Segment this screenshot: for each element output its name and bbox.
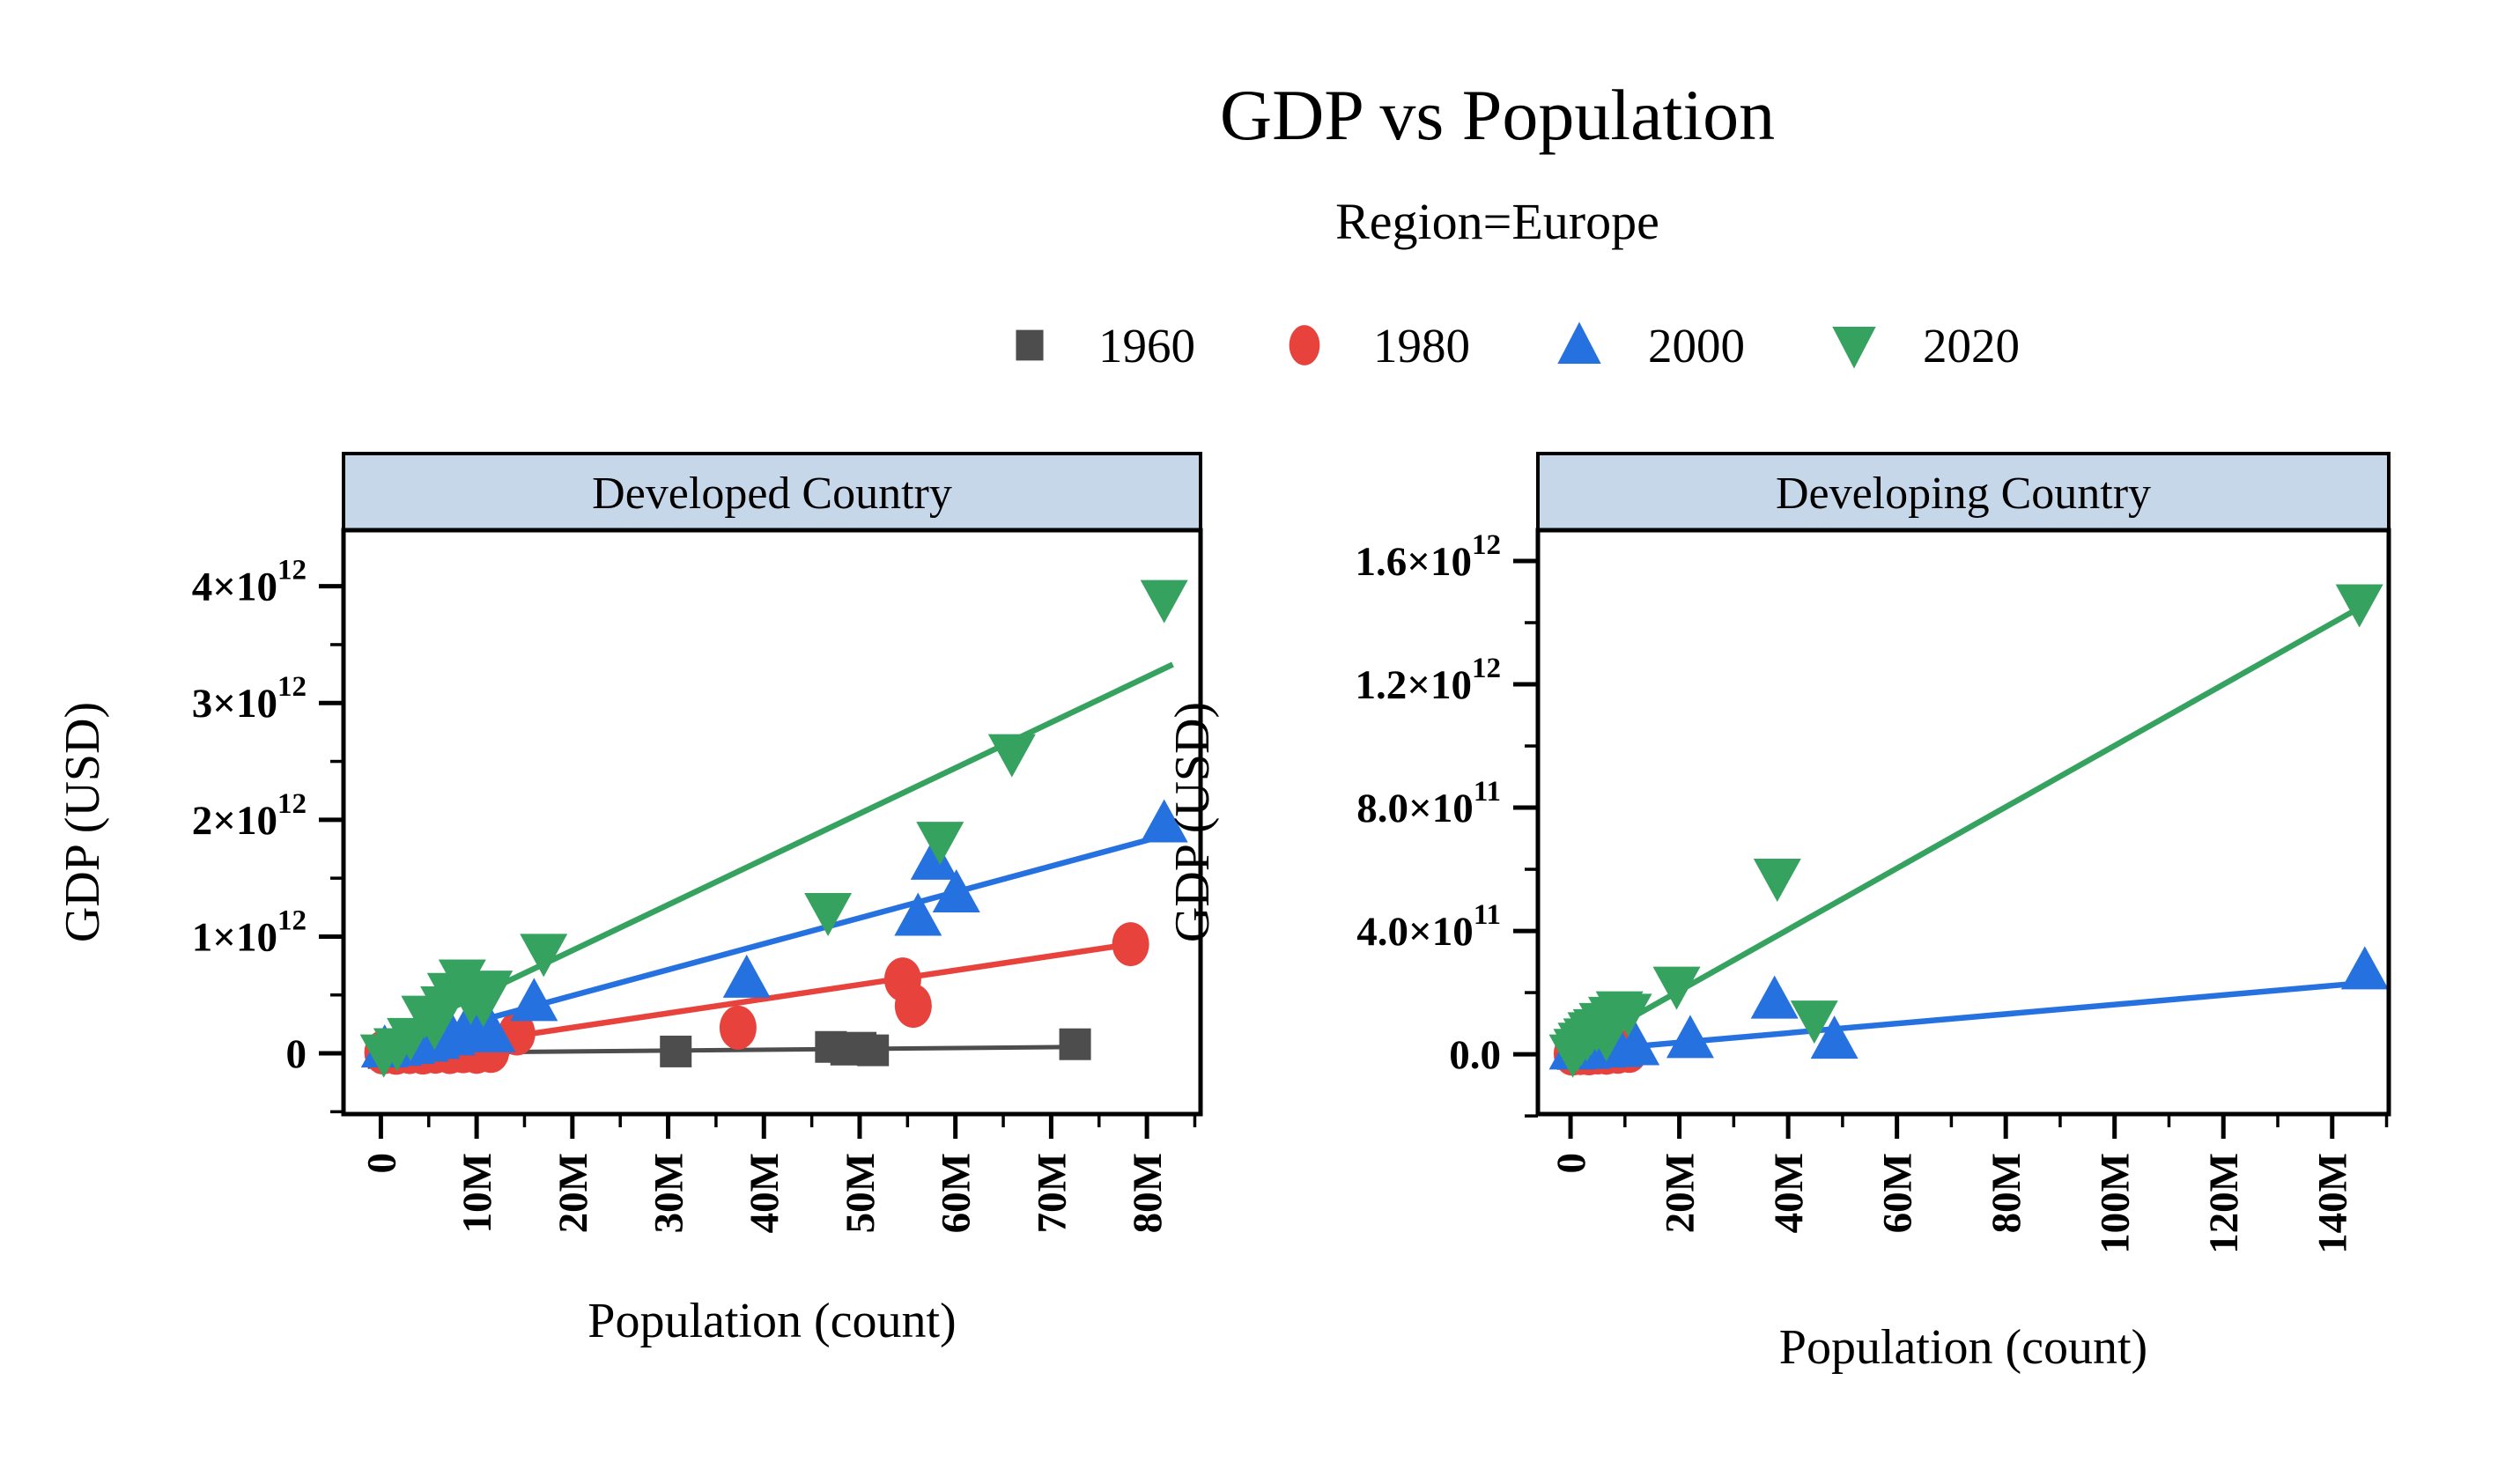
trend-line-2020 bbox=[1577, 604, 2362, 1051]
x-tick-label: 60M bbox=[1875, 1153, 1921, 1233]
x-tick-label: 100M bbox=[2093, 1153, 2139, 1254]
triangle-down-glyph bbox=[1832, 326, 1876, 369]
x-axis-label: Population (count) bbox=[588, 1294, 956, 1348]
trend-line-2000 bbox=[383, 830, 1172, 1050]
y-tick-label: 0.0 bbox=[1449, 1032, 1501, 1078]
legend-item-2020: 2020 bbox=[1826, 317, 2020, 373]
marker-2000 bbox=[1612, 1022, 1660, 1066]
triangle-up-icon bbox=[1557, 321, 1601, 365]
chart-title: GDP vs Population bbox=[1219, 75, 1776, 155]
marker-2020 bbox=[804, 892, 853, 936]
marker-2000 bbox=[932, 869, 980, 913]
legend-item-2000: 2000 bbox=[1551, 317, 1745, 373]
x-tick-label: 140M bbox=[2310, 1153, 2356, 1254]
marker-2000 bbox=[1750, 975, 1799, 1019]
marker-2000 bbox=[468, 1008, 516, 1052]
triangle-up-glyph bbox=[1557, 321, 1601, 365]
circle-icon bbox=[1289, 325, 1320, 365]
marker-2000 bbox=[910, 836, 958, 880]
marker-2020 bbox=[1604, 993, 1652, 1037]
facet-title: Developing Country bbox=[1776, 469, 2151, 519]
marker-2000 bbox=[510, 978, 558, 1022]
plot-frame bbox=[341, 528, 1203, 1117]
square-icon bbox=[1016, 329, 1044, 361]
y-tick-label: 3×1012 bbox=[192, 671, 307, 727]
marker-2020 bbox=[987, 734, 1036, 778]
panel-developing-country: Developing Country 0 20M 40M 60M 80M 100M 120M 1… bbox=[1165, 452, 2391, 1375]
marker-1980 bbox=[719, 1005, 757, 1050]
marker-2000 bbox=[1810, 1015, 1859, 1059]
marker-2000 bbox=[2340, 946, 2389, 990]
facet-title: Developed Country bbox=[592, 469, 952, 519]
chart-subtitle: Region=Europe bbox=[1335, 193, 1659, 250]
square-glyph bbox=[1016, 329, 1044, 361]
marker-2000 bbox=[894, 892, 942, 936]
marker-1960 bbox=[1059, 1028, 1091, 1060]
marker-2020 bbox=[1753, 859, 1801, 903]
trend-line-2020 bbox=[384, 661, 1174, 1043]
marker-2020 bbox=[1652, 966, 1701, 1010]
triangle-down-icon bbox=[1832, 326, 1876, 369]
marker-1960 bbox=[660, 1035, 692, 1067]
y-axis-label: GDP (USD) bbox=[55, 702, 110, 942]
x-tick-label: 80M bbox=[1125, 1153, 1171, 1233]
x-tick-label: 50M bbox=[838, 1153, 883, 1233]
marker-2020 bbox=[438, 959, 486, 1003]
panel-developed-country: Developed Country 0 10M 20M 30M 40M 50M 60M 70M 8… bbox=[55, 452, 1203, 1348]
x-tick-label: 20M bbox=[551, 1153, 596, 1233]
marker-2000 bbox=[1140, 799, 1188, 843]
legend-label: 2000 bbox=[1648, 318, 1745, 373]
marker-2020 bbox=[1140, 579, 1188, 624]
x-tick-label: 120M bbox=[2201, 1153, 2247, 1254]
y-tick-label: 8.0×1011 bbox=[1356, 776, 1501, 831]
legend-item-1980: 1980 bbox=[1276, 317, 1470, 373]
marker-1980 bbox=[894, 984, 932, 1029]
y-tick-label: 2×1012 bbox=[192, 788, 307, 844]
y-tick-label: 1×1012 bbox=[192, 904, 307, 960]
x-tick-label: 30M bbox=[647, 1153, 692, 1233]
y-axis-label: GDP (USD) bbox=[1165, 702, 1220, 942]
marker-2020 bbox=[916, 822, 964, 866]
legend-item-1960: 1960 bbox=[1001, 317, 1195, 373]
x-tick-label: 10M bbox=[454, 1153, 500, 1233]
marker-2020 bbox=[520, 934, 568, 978]
marker-2000 bbox=[722, 954, 771, 998]
x-tick-label: 40M bbox=[1766, 1153, 1812, 1233]
x-tick-label: 20M bbox=[1658, 1153, 1703, 1233]
marker-1980 bbox=[1112, 922, 1149, 967]
marker-2020 bbox=[2335, 584, 2383, 628]
legend: 1960 1980 2000 2020 bbox=[1001, 317, 2020, 373]
x-axis-label: Population (count) bbox=[1779, 1320, 2147, 1375]
marker-2000 bbox=[1666, 1015, 1714, 1059]
x-tick-label: 80M bbox=[1984, 1153, 2029, 1233]
legend-label: 1960 bbox=[1098, 318, 1195, 373]
y-tick-label: 4.0×1011 bbox=[1356, 899, 1501, 955]
marker-2020 bbox=[1790, 1000, 1838, 1045]
legend-label: 2020 bbox=[1923, 318, 2020, 373]
y-tick-label: 0 bbox=[286, 1031, 307, 1077]
marker-2020 bbox=[465, 971, 514, 1015]
x-tick-label: 40M bbox=[742, 1153, 787, 1233]
x-tick-label: 60M bbox=[934, 1153, 979, 1233]
marker-1960 bbox=[857, 1034, 890, 1067]
plot-frame bbox=[1535, 528, 2391, 1117]
trend-line-2000 bbox=[1572, 979, 2366, 1055]
y-tick-label: 1.6×1012 bbox=[1355, 529, 1501, 585]
x-tick-label: 0 bbox=[358, 1153, 404, 1174]
y-tick-label: 4×1012 bbox=[192, 555, 307, 610]
x-tick-label: 70M bbox=[1029, 1153, 1075, 1233]
x-tick-label: 0 bbox=[1548, 1153, 1594, 1174]
y-tick-label: 1.2×1012 bbox=[1355, 653, 1501, 708]
circle-glyph bbox=[1289, 325, 1320, 365]
legend-label: 1980 bbox=[1373, 318, 1470, 373]
